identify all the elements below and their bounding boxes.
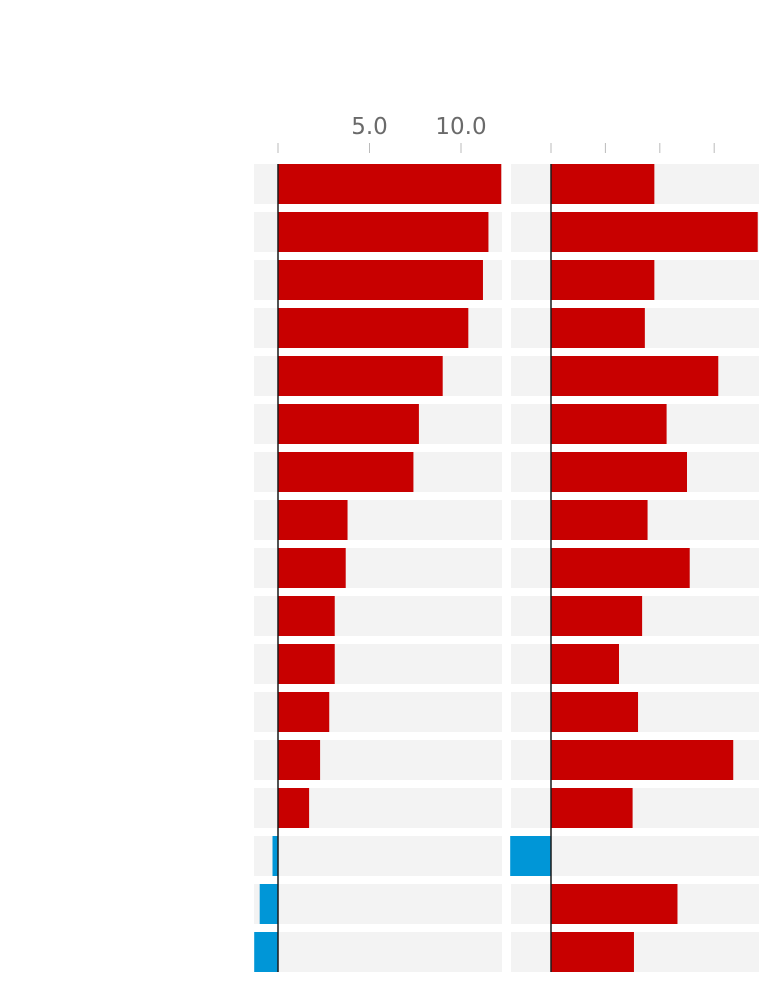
bar bbox=[278, 308, 469, 348]
bar bbox=[510, 836, 551, 876]
bar bbox=[278, 260, 483, 300]
bar bbox=[551, 308, 645, 348]
bar bbox=[551, 932, 634, 972]
bar bbox=[278, 356, 443, 396]
bar bbox=[278, 596, 335, 636]
bar-track bbox=[511, 788, 759, 828]
bar bbox=[259, 884, 278, 924]
bar bbox=[551, 884, 678, 924]
bar-track bbox=[511, 932, 759, 972]
bar bbox=[278, 452, 414, 492]
bar bbox=[551, 500, 648, 540]
bar bbox=[278, 212, 489, 252]
tick-label: 5.0 bbox=[351, 114, 388, 140]
bar-track bbox=[511, 644, 759, 684]
bar bbox=[551, 596, 643, 636]
left-panel: 5.0 10.0 bbox=[254, 114, 502, 972]
bar bbox=[551, 740, 734, 780]
bar bbox=[551, 452, 687, 492]
bar-track bbox=[254, 836, 502, 876]
bar-track bbox=[254, 884, 502, 924]
bar bbox=[551, 164, 655, 204]
bar bbox=[551, 548, 690, 588]
bar-track bbox=[511, 836, 759, 876]
bar bbox=[551, 404, 667, 444]
bar bbox=[278, 692, 330, 732]
bar bbox=[551, 788, 633, 828]
bar bbox=[278, 404, 419, 444]
bar bbox=[272, 836, 278, 876]
bar bbox=[278, 788, 310, 828]
bar bbox=[278, 548, 346, 588]
bar bbox=[278, 644, 335, 684]
bar bbox=[278, 164, 502, 204]
tick-label: 10.0 bbox=[435, 114, 486, 140]
bar bbox=[551, 260, 655, 300]
bar bbox=[551, 356, 719, 396]
right-panel bbox=[510, 143, 759, 972]
bar bbox=[551, 644, 619, 684]
bar bbox=[278, 740, 321, 780]
bar-track bbox=[254, 932, 502, 972]
bar bbox=[278, 500, 348, 540]
bar bbox=[551, 692, 639, 732]
bar bbox=[551, 212, 758, 252]
bar bbox=[254, 932, 278, 972]
